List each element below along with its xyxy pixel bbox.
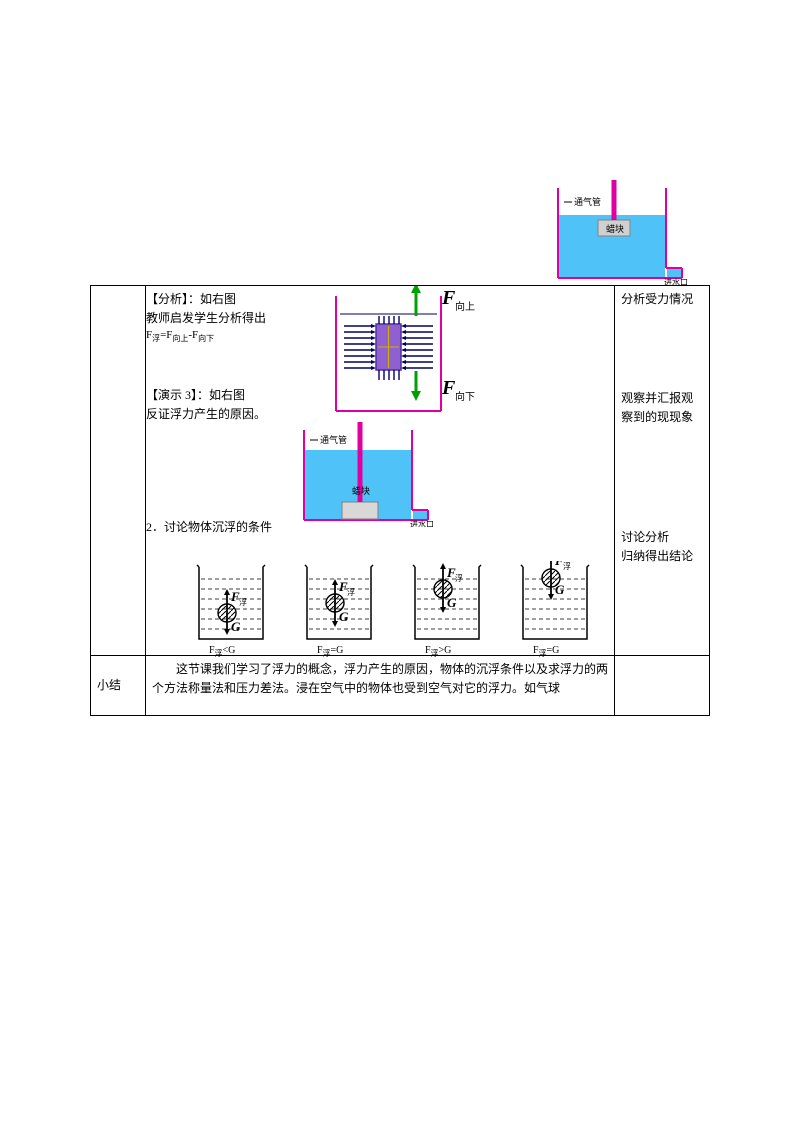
beaker-3: F浮 G F浮>G [407,561,497,656]
analysis-block: 【分析】：如右图 教师启发学生分析得出 F浮=F向上-F向下 [146,290,266,346]
outlet-label: 进水口 [664,277,688,285]
demo3-heading: 【演示 3】：如右图 [146,386,266,405]
svg-text:G: G [447,595,457,610]
svg-text:向下: 向下 [455,390,475,403]
summary-label: 小结 [91,656,146,716]
svg-text:向上: 向上 [455,300,475,313]
right-note-2: 观察并汇报观察到的现现象 [621,389,703,427]
right-note-3: 讨论分析 [621,528,703,547]
force-diagram: F 向上 F 向下 [316,286,496,416]
summary-row: 小结 这节课我们学习了浮力的概念，浮力产生的原因，物体的沉浮条件以及求浮力的两个… [91,656,710,716]
right-note-4: 归纳得出结论 [621,547,703,566]
discuss-heading: 2．讨论物体沉浮的条件 [146,518,272,537]
buoyancy-formula: F浮=F向上-F向下 [146,327,266,346]
svg-text:G: G [231,619,241,634]
top-tank-diagram: 通气管 蜡块 进水口 [548,180,696,285]
svg-text:浮: 浮 [239,597,247,607]
svg-text:浮: 浮 [347,587,355,597]
demo3-block: 【演示 3】：如右图 反证浮力产生的原因。 [146,386,266,424]
beaker-row: F浮 G F浮<G [191,561,611,656]
demo3-line2: 反证浮力产生的原因。 [146,405,266,424]
svg-text:蜡块: 蜡块 [352,485,370,496]
svg-text:F: F [441,287,456,309]
analysis-heading: 【分析】：如右图 [146,290,266,309]
svg-text:G: G [339,609,349,624]
right-note-1: 分析受力情况 [621,290,703,309]
lesson-table: 【分析】：如右图 教师启发学生分析得出 F浮=F向上-F向下 [90,285,710,716]
summary-text: 这节课我们学习了浮力的概念，浮力产生的原因，物体的沉浮条件以及求浮力的两个方法称… [152,660,608,698]
pipe-label: 通气管 [574,196,601,207]
svg-text:进水口: 进水口 [410,519,434,527]
block-label: 蜡块 [606,223,624,234]
svg-text:浮: 浮 [455,573,463,583]
svg-text:通气管: 通气管 [320,434,347,445]
beaker-2: F浮 G F浮=G [299,561,389,656]
beaker-1: F浮 G F浮<G [191,561,281,656]
beaker-4: F浮 G F浮=G [515,561,605,656]
analysis-row: 【分析】：如右图 教师启发学生分析得出 F浮=F向上-F向下 [91,286,710,656]
svg-text:G: G [555,582,565,597]
analysis-line2: 教师启发学生分析得出 [146,309,266,328]
svg-text:浮: 浮 [563,561,571,571]
mid-tank-diagram: 通气管 蜡块 进水口 [294,422,442,527]
svg-text:F: F [441,377,456,399]
